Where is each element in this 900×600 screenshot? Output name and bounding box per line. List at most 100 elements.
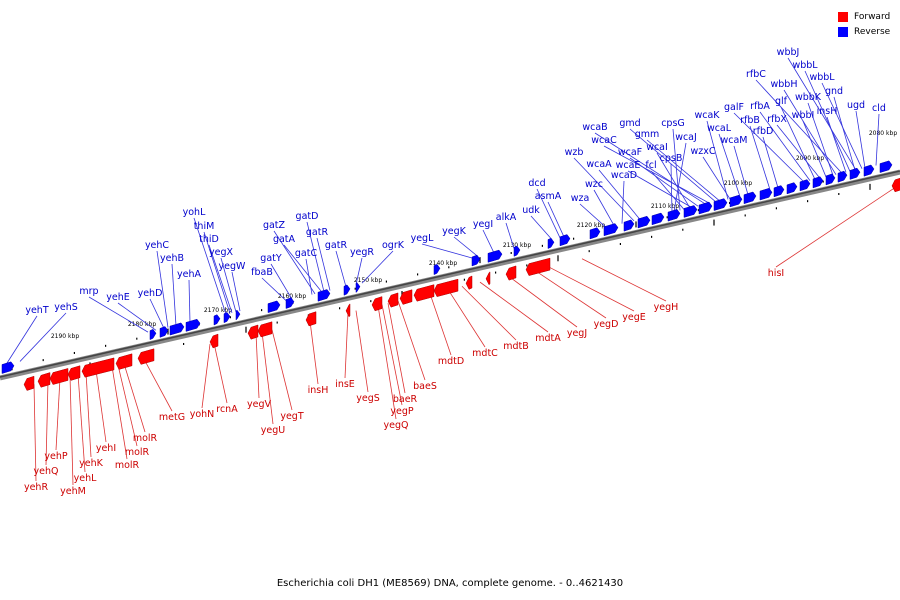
reverse-gene-arrow	[149, 328, 157, 341]
reverse-gene-label: gatA	[273, 234, 296, 245]
reverse-gene-label: wcaM	[720, 135, 747, 146]
reverse-leader	[594, 132, 707, 205]
reverse-gene-arrow	[471, 254, 481, 267]
forward-gene-label: molR	[115, 460, 140, 471]
forward-gene-label: yegE	[622, 312, 646, 323]
reverse-gene-label: alkA	[496, 212, 517, 223]
reverse-leader	[672, 128, 681, 211]
reverse-gene-label: wcaL	[707, 123, 732, 134]
forward-leader	[387, 303, 406, 394]
reverse-gene-arrow	[683, 205, 698, 218]
forward-leader	[355, 310, 369, 393]
reverse-leader	[807, 102, 834, 176]
reverse-leader	[804, 70, 851, 172]
reverse-leader	[19, 312, 67, 362]
forward-gene-label: hisI	[768, 268, 784, 279]
reverse-gene-label: gatY	[260, 253, 282, 264]
forward-leader	[397, 300, 426, 381]
reverse-gene-arrow	[267, 300, 281, 313]
forward-gene-arrow	[305, 311, 317, 327]
reverse-leader	[673, 142, 687, 212]
reverse-gene-arrow	[169, 322, 185, 336]
reverse-gene-arrow	[547, 237, 555, 249]
forward-leader	[271, 329, 293, 411]
reverse-gene-label: wbbL	[809, 72, 835, 83]
forward-leader	[95, 369, 107, 443]
reverse-leader	[776, 124, 821, 179]
reverse-gene-arrow	[213, 314, 221, 326]
reverse-gene-label: fcl	[645, 160, 656, 171]
reverse-leader	[505, 222, 515, 249]
reverse-leader	[5, 315, 38, 365]
reverse-leader	[193, 217, 227, 315]
reverse-leader	[762, 136, 779, 189]
reverse-gene-label: gmd	[619, 118, 640, 129]
reverse-gene-label: gmm	[635, 129, 660, 140]
reverse-gene-label: yehB	[160, 253, 184, 264]
reverse-gene-arrow	[603, 223, 619, 237]
forward-gene-label: yohN	[190, 409, 215, 420]
forward-gene-arrow	[49, 368, 69, 385]
reverse-gene-label: wbbJ	[777, 47, 800, 58]
reverse-gene-label: asmA	[535, 191, 562, 202]
reverse-leader	[755, 79, 843, 174]
scale-label: 2150 kbp	[354, 277, 382, 284]
forward-leader	[69, 375, 74, 486]
forward-gene-label: yehP	[44, 451, 67, 462]
forward-gene-arrow	[209, 333, 219, 349]
reverse-gene-label: wbbL	[792, 60, 818, 71]
legend-reverse: Reverse	[838, 24, 898, 39]
forward-gene-arrow	[247, 324, 259, 340]
forward-leader	[377, 305, 397, 420]
reverse-leader	[316, 237, 331, 291]
reverse-gene-label: rfbB	[740, 115, 760, 126]
reverse-gene-arrow	[589, 227, 601, 240]
forward-gene-arrow	[137, 348, 155, 365]
forward-leader	[461, 285, 517, 341]
reverse-gene-label: yegL	[411, 233, 434, 244]
reverse-gene-arrow	[235, 309, 241, 321]
forward-gene-label: molR	[125, 447, 150, 458]
forward-gene-label: yegP	[390, 406, 413, 417]
reverse-gene-label: wbbK	[795, 92, 822, 103]
reverse-leader	[305, 258, 313, 295]
forward-gene-arrow	[525, 257, 551, 276]
reverse-leader	[802, 120, 827, 178]
reverse-gene-arrow	[513, 245, 521, 257]
reverse-leader	[203, 231, 231, 314]
forward-gene-arrow	[23, 375, 35, 391]
forward-leader	[201, 343, 211, 409]
forward-gene-arrow	[465, 275, 473, 290]
reverse-leader	[783, 89, 837, 175]
forward-gene-label: yegV	[247, 399, 271, 410]
reverse-gene-label: wcaF	[618, 147, 642, 158]
reverse-leader	[530, 215, 553, 240]
reverse-gene-label: gatR	[325, 240, 348, 251]
reverse-leader	[855, 110, 866, 169]
reverse-leader	[759, 111, 811, 181]
genome-caption: Escherichia coli DH1 (ME8569) DNA, compl…	[276, 578, 624, 589]
forward-gene-label: mdtC	[472, 348, 498, 359]
forward-gene-arrow	[37, 372, 51, 388]
reverse-leader	[656, 152, 691, 209]
forward-gene-label: insE	[335, 379, 355, 390]
reverse-gene-arrow	[159, 326, 169, 338]
reverse-gene-label: yehC	[145, 240, 169, 251]
reverse-gene-arrow	[837, 170, 848, 183]
reverse-leader	[88, 296, 149, 333]
reverse-gene-label: cpsG	[661, 118, 685, 129]
reverse-leader	[627, 170, 693, 208]
reverse-gene-arrow	[185, 318, 201, 332]
reverse-leader	[536, 188, 561, 238]
scale-label: 2120 kbp	[577, 222, 605, 229]
reverse-gene-arrow	[825, 173, 836, 186]
reverse-leader	[117, 302, 157, 331]
reverse-gene-arrow	[863, 164, 875, 177]
reverse-gene-label: yehD	[138, 288, 163, 299]
reverse-leader	[733, 112, 805, 183]
forward-leader	[143, 358, 173, 412]
forward-gene-arrow	[387, 292, 399, 308]
reverse-gene-label: wcaK	[694, 110, 720, 121]
reverse-leader	[156, 250, 169, 328]
scale-label: 2180 kbp	[128, 321, 156, 328]
